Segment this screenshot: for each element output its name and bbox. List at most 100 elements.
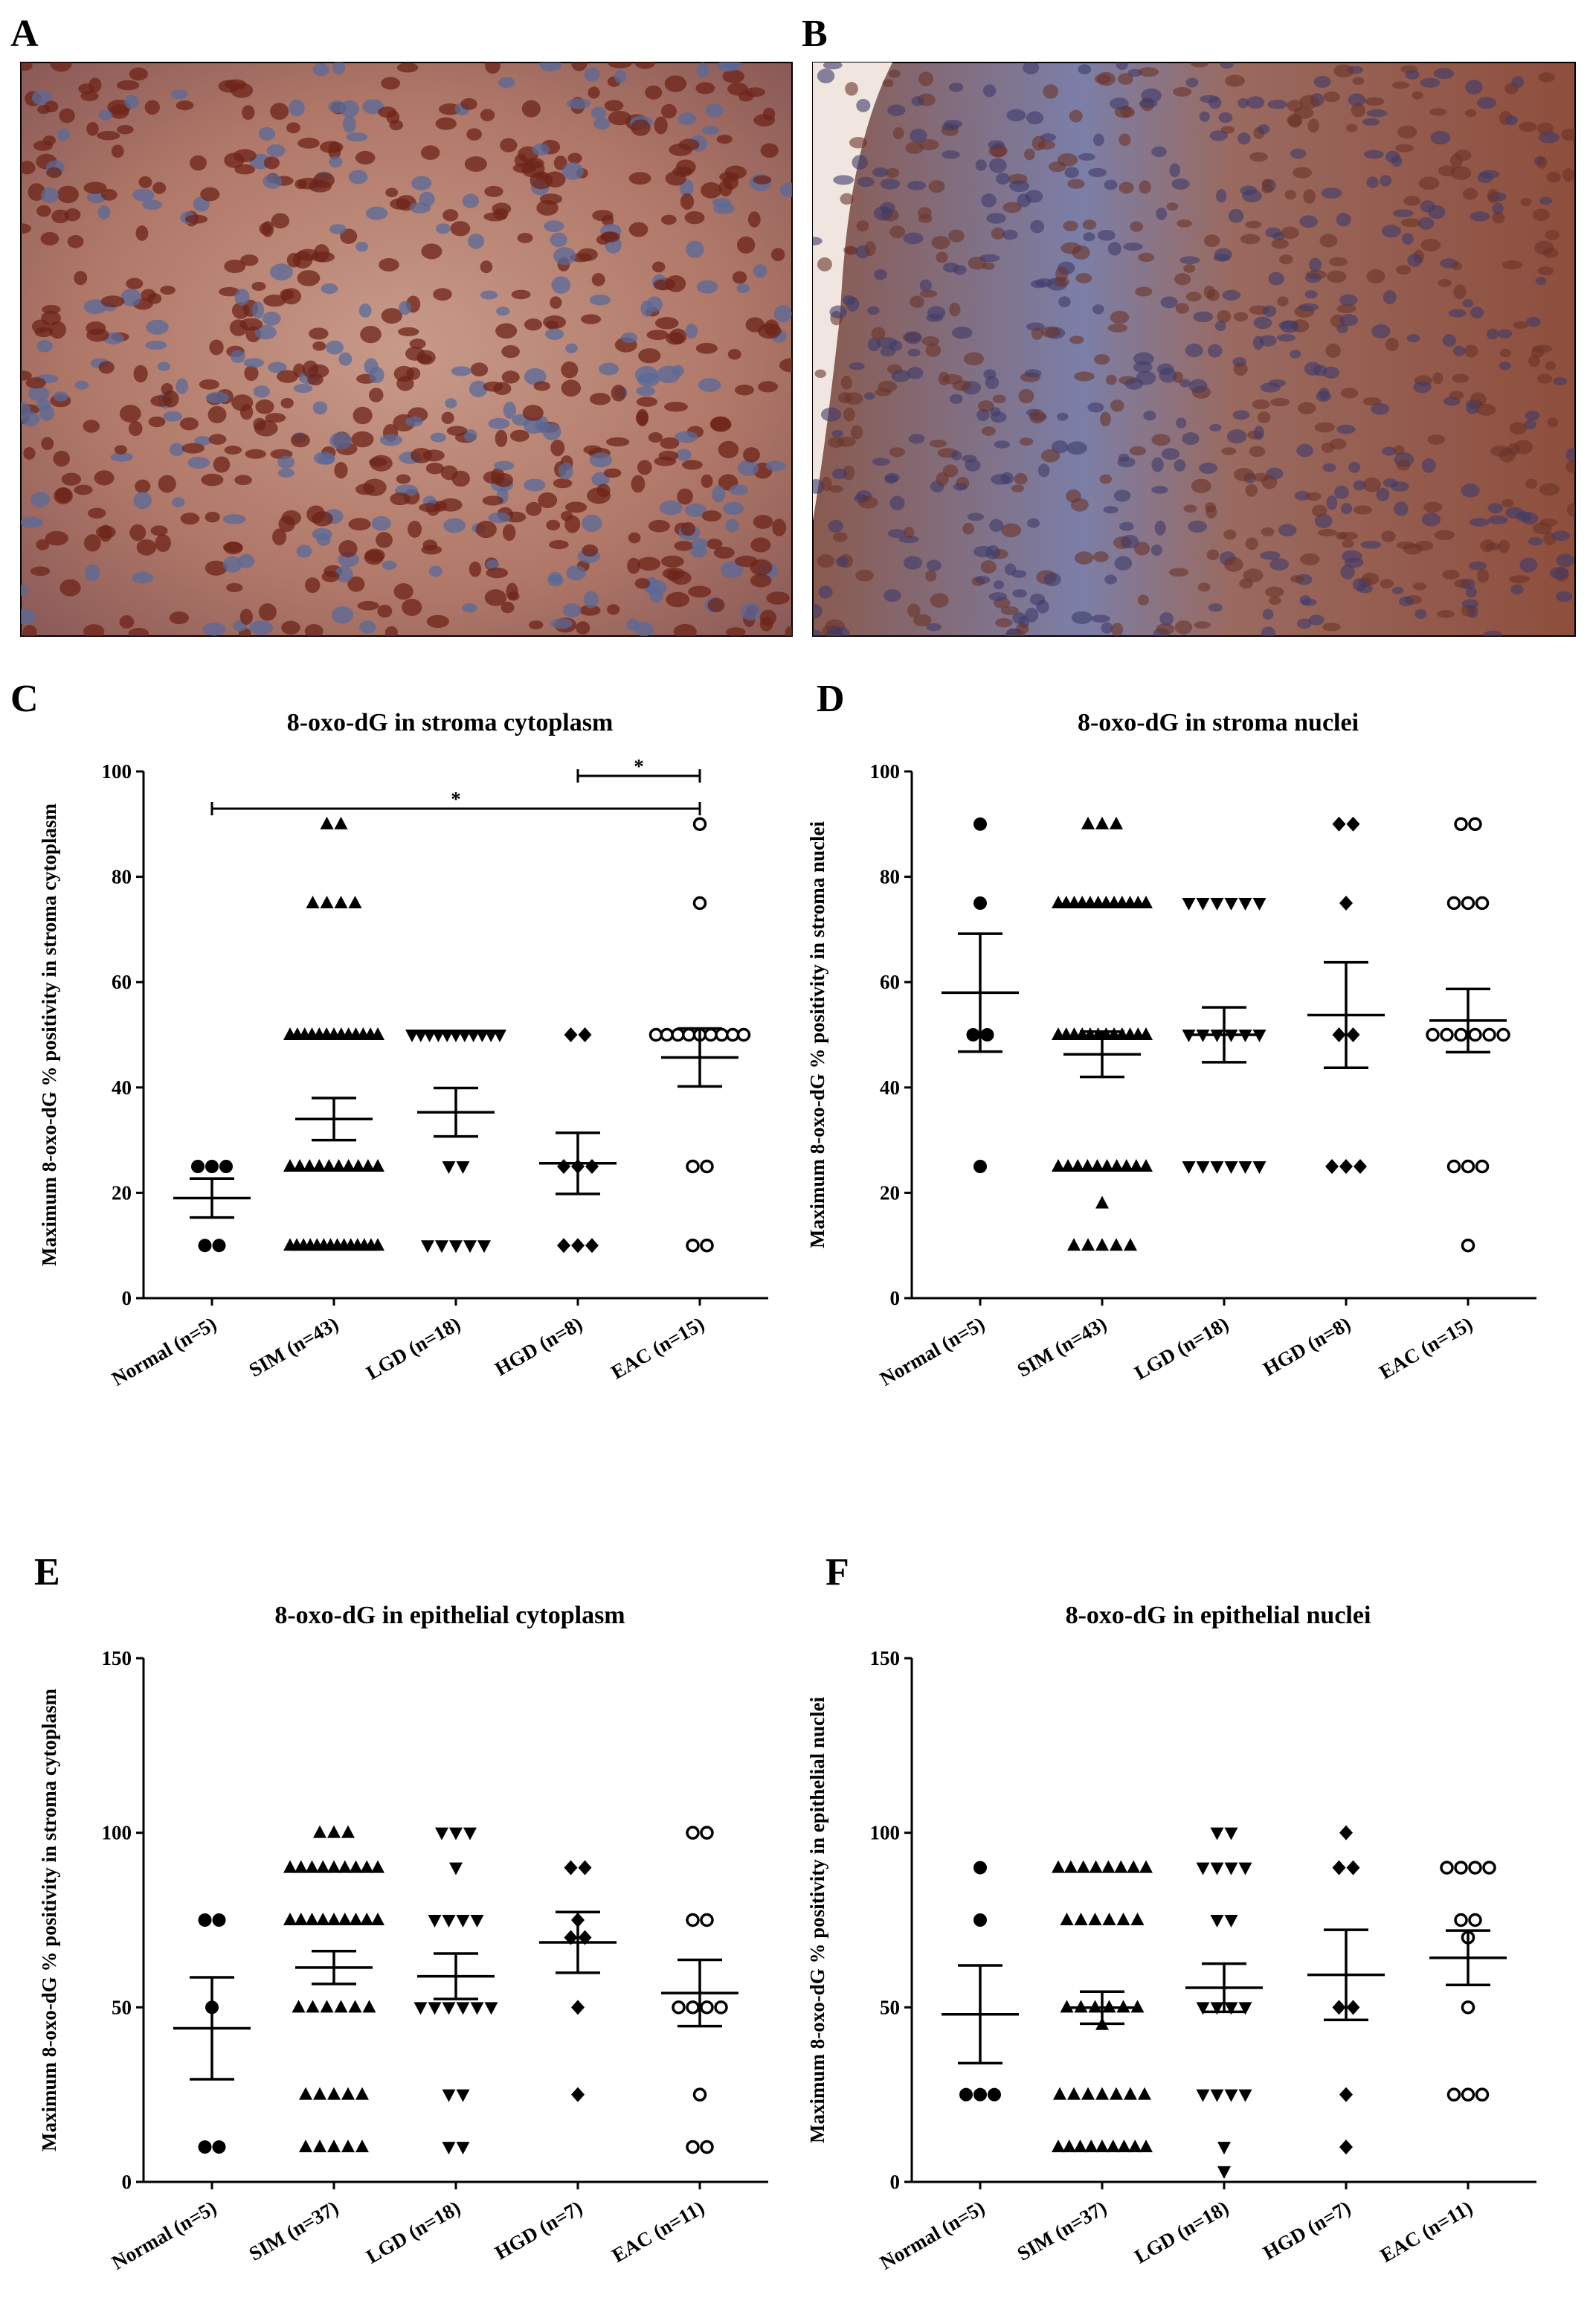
- data-point: [1095, 1195, 1109, 1209]
- nucleus: [963, 352, 984, 366]
- nucleus: [1312, 504, 1327, 518]
- x-tick-label: SIM (n=37): [1014, 2196, 1110, 2265]
- nucleus: [213, 456, 231, 473]
- nucleus: [1024, 608, 1039, 623]
- nucleus: [1218, 112, 1233, 123]
- nucleus: [525, 501, 542, 516]
- nucleus: [727, 348, 741, 360]
- data-point: [1196, 898, 1210, 911]
- nucleus: [1453, 284, 1467, 300]
- nucleus: [766, 591, 790, 605]
- nucleus: [98, 109, 113, 121]
- nucleus: [1300, 553, 1320, 565]
- nucleus: [21, 62, 33, 71]
- nucleus: [596, 484, 611, 498]
- data-point: [1446, 2087, 1461, 2102]
- nucleus: [1449, 391, 1464, 400]
- nucleus: [28, 386, 50, 402]
- data-point: [306, 2000, 320, 2013]
- nucleus: [930, 593, 949, 608]
- nucleus: [975, 576, 991, 584]
- nucleus: [1092, 551, 1109, 562]
- data-point: [686, 2000, 700, 2015]
- nucleus: [1268, 272, 1284, 286]
- nucleus: [1538, 132, 1560, 144]
- nucleus: [1197, 582, 1211, 592]
- nucleus: [281, 620, 300, 635]
- data-point: [294, 1913, 308, 1925]
- nucleus: [981, 193, 997, 208]
- data-point: [1124, 2087, 1137, 2100]
- nucleus: [590, 106, 607, 120]
- nucleus: [750, 537, 771, 553]
- nucleus: [1116, 62, 1128, 71]
- nucleus: [495, 429, 508, 448]
- nucleus: [21, 411, 40, 427]
- nucleus: [1487, 515, 1508, 524]
- nucleus: [1469, 518, 1490, 527]
- nucleus: [648, 432, 663, 443]
- data-point: [557, 1159, 570, 1174]
- nucleus: [636, 397, 657, 407]
- nucleus: [929, 440, 947, 448]
- nucleus: [1499, 447, 1516, 463]
- y-tick-label: 100: [102, 1822, 132, 1844]
- nucleus: [442, 209, 459, 222]
- data-point: [1454, 1861, 1468, 1875]
- nucleus: [363, 478, 387, 496]
- data-point: [1130, 1913, 1145, 1925]
- nucleus: [25, 377, 46, 389]
- nucleus: [262, 311, 281, 326]
- nucleus: [346, 132, 368, 142]
- nucleus: [677, 112, 697, 126]
- nucleus: [224, 259, 246, 274]
- nucleus: [1261, 184, 1273, 193]
- nucleus: [1276, 334, 1296, 342]
- nucleus: [1002, 229, 1018, 240]
- data-point: [1446, 1159, 1461, 1174]
- nucleus: [1070, 498, 1089, 512]
- x-tick-label: Normal (n=5): [876, 2196, 988, 2274]
- nucleus: [239, 609, 253, 625]
- nucleus: [626, 618, 640, 631]
- nucleus: [1287, 100, 1304, 112]
- nucleus: [379, 258, 399, 272]
- data-point: [463, 1827, 477, 1840]
- nucleus: [844, 392, 863, 405]
- nucleus: [718, 440, 739, 459]
- nucleus: [658, 450, 679, 461]
- nucleus: [1309, 257, 1322, 272]
- nucleus: [1535, 277, 1547, 286]
- nucleus: [59, 579, 81, 597]
- nucleus: [129, 67, 148, 81]
- nucleus: [723, 175, 738, 190]
- nucleus: [905, 141, 924, 155]
- nucleus: [926, 559, 942, 571]
- nucleus: [1233, 362, 1248, 376]
- nucleus: [1129, 446, 1146, 456]
- nucleus: [716, 135, 733, 144]
- nucleus: [462, 193, 480, 208]
- y-tick-label: 0: [890, 2171, 901, 2193]
- nucleus: [1400, 218, 1421, 228]
- nucleus: [747, 211, 761, 228]
- nucleus: [1526, 316, 1541, 327]
- nucleus: [785, 626, 792, 636]
- nucleus: [758, 381, 779, 393]
- nucleus: [635, 411, 648, 426]
- data-point: [686, 1913, 700, 1927]
- data-point: [355, 2140, 369, 2153]
- data-point: [973, 2087, 987, 2102]
- nucleus: [988, 592, 1008, 601]
- nucleus: [524, 318, 542, 331]
- nucleus: [991, 474, 1011, 485]
- data-point: [704, 1027, 718, 1042]
- y-tick-label: 0: [890, 1287, 901, 1309]
- data-point: [682, 1027, 696, 1042]
- nucleus: [234, 164, 256, 175]
- nucleus: [200, 187, 220, 202]
- nucleus: [1382, 446, 1397, 456]
- nucleus: [1154, 520, 1166, 536]
- nucleus: [1461, 599, 1479, 609]
- nucleus: [640, 300, 654, 317]
